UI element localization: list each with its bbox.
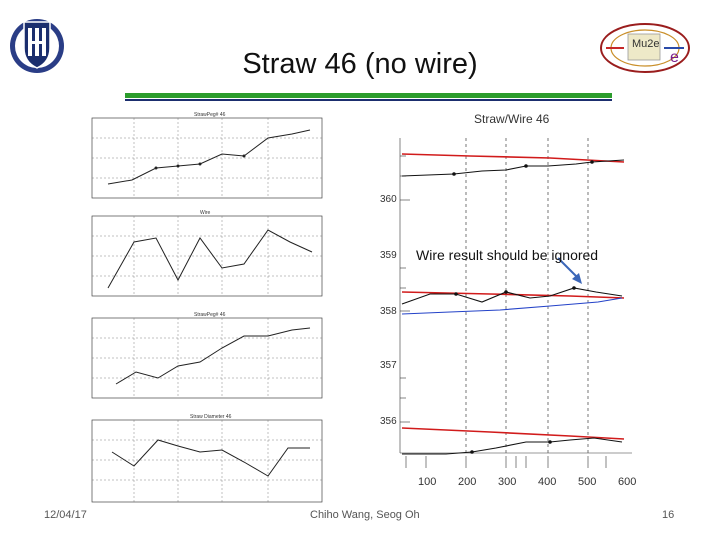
footer-date: 12/04/17 [44,509,87,521]
left-panels: StrawPeg# 46 Wire StrawPeg# 46 Straw Dia… [91,112,323,503]
footer-page-number: 16 [662,509,675,521]
title-rule-green [125,93,612,98]
x-label-1: 100 [418,476,437,488]
left-panel-3-title: StrawPeg# 46 [194,312,226,318]
left-panel-1 [91,117,323,199]
left-panel-3 [91,317,323,399]
left-panel-4-title: Straw Diameter 46 [190,414,232,420]
x-label-6: 600 [618,476,637,488]
y-label-2: 359 [380,250,397,261]
left-panel-2 [91,215,323,297]
y-label-1: 360 [380,194,397,205]
right-logo: e Mu2e [598,18,692,78]
x-label-5: 500 [578,476,597,488]
left-panel-4 [91,419,323,503]
x-label-3: 300 [498,476,517,488]
x-label-4: 400 [538,476,557,488]
y-label-4: 357 [380,360,397,371]
mu2e-logo-text: Mu2e [632,38,660,50]
left-logo [8,8,66,78]
annotation-note: Wire result should be ignored [416,247,599,263]
title-rule-blue [125,99,612,101]
right-chart-title: Straw/Wire 46 [474,112,550,126]
left-panel-1-title: StrawPeg# 46 [194,112,226,118]
right-chart [399,138,632,468]
x-label-2: 200 [458,476,477,488]
slide-title: Straw 46 (no wire) [242,48,478,80]
y-label-3: 358 [380,306,397,317]
mu2e-logo-icon: e [600,23,690,73]
y-label-5: 356 [380,416,397,427]
university-shield-icon [10,19,64,73]
svg-text:e: e [670,49,679,66]
footer-authors: Chiho Wang, Seog Oh [310,509,420,521]
left-panel-2-title: Wire [200,210,210,216]
